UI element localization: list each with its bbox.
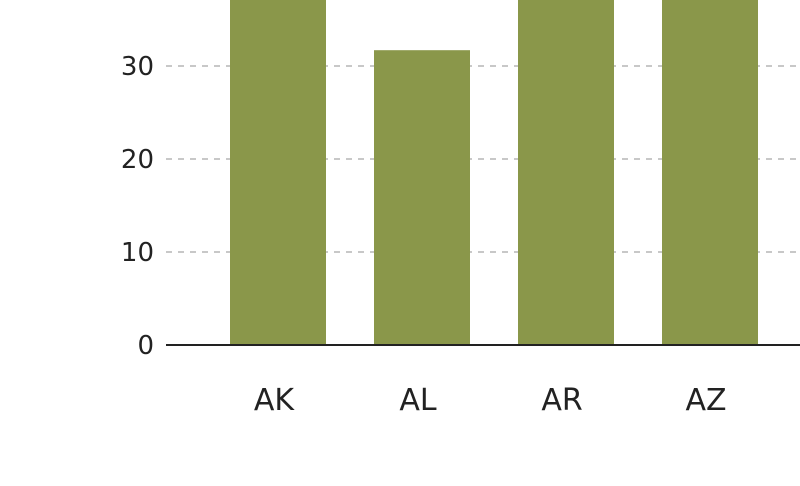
bar-ar [518, 0, 614, 345]
y-tick-label: 30 [121, 52, 154, 82]
y-tick-label: 0 [137, 331, 154, 361]
x-tick-labels: AK AL AR AZ [254, 383, 727, 418]
y-tick-label: 20 [121, 145, 154, 175]
x-tick-label: AL [399, 383, 437, 418]
x-tick-label: AK [254, 383, 296, 418]
bar-az [662, 0, 758, 345]
y-tick-label: 10 [121, 238, 154, 268]
bars [230, 0, 758, 345]
x-tick-label: AZ [685, 383, 726, 418]
bar-ak [230, 0, 326, 345]
bar-al [374, 50, 470, 345]
y-tick-labels: 0 10 20 30 [121, 52, 154, 361]
x-tick-label: AR [541, 383, 582, 418]
